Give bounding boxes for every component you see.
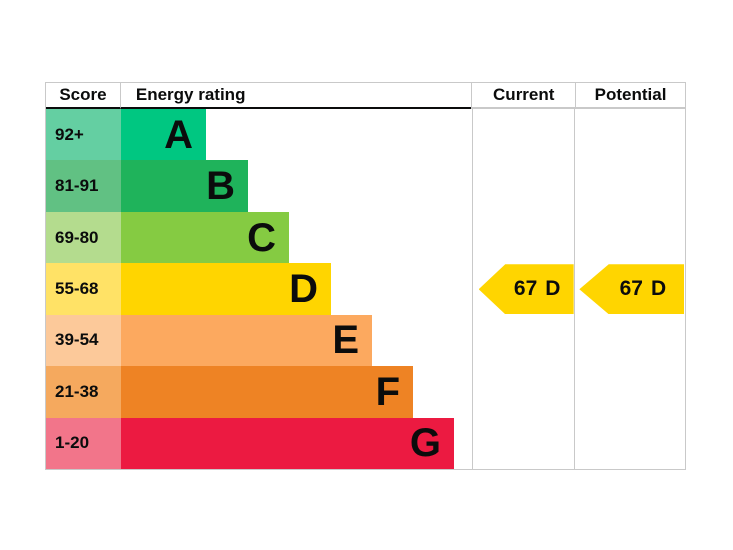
rating-bar-a: A xyxy=(121,109,206,161)
band-row-d: 55-68 D xyxy=(46,263,472,315)
rating-bar-c: C xyxy=(121,211,289,264)
score-range-g: 1-20 xyxy=(46,417,121,469)
current-column: 67 D xyxy=(471,109,576,469)
epc-body: 92+ A 81-91 B 69-80 C 55-68 D 39-54 E 21-38 F 1-20 G … xyxy=(46,109,685,469)
header-energy-rating: Energy rating xyxy=(120,83,472,109)
header-potential: Potential xyxy=(575,83,685,109)
score-range-c: 69-80 xyxy=(46,211,121,264)
rating-letter: D xyxy=(289,266,318,311)
potential-rating-letter: D xyxy=(650,277,667,301)
band-row-c: 69-80 C xyxy=(46,211,472,264)
score-range-e: 39-54 xyxy=(46,314,121,367)
score-range-b: 81-91 xyxy=(46,160,121,212)
score-range-a: 92+ xyxy=(46,109,121,161)
epc-table: Score Energy rating Current Potential 92… xyxy=(45,82,686,470)
rating-bar-g: G xyxy=(121,417,454,469)
current-score-value: 67 xyxy=(513,277,538,301)
band-row-b: 81-91 B xyxy=(46,160,472,212)
header-score: Score xyxy=(46,83,121,109)
potential-score-value: 67 xyxy=(619,277,643,301)
band-row-a: 92+ A xyxy=(46,109,472,161)
rating-bar-d: D xyxy=(121,263,331,315)
rating-letter: G xyxy=(409,421,441,466)
current-rating-letter: D xyxy=(545,277,561,301)
rating-letter: B xyxy=(206,164,235,209)
rating-bar-e: E xyxy=(121,314,372,367)
header-current: Current xyxy=(471,83,576,109)
band-row-g: 1-20 G xyxy=(46,417,472,469)
current-rating-arrow: 67 D xyxy=(478,264,574,315)
rating-bar-b: B xyxy=(121,160,248,212)
score-range-f: 21-38 xyxy=(46,366,121,418)
rating-letter: C xyxy=(247,215,276,260)
band-row-f: 21-38 F xyxy=(46,366,472,418)
potential-rating-arrow: 67 D xyxy=(579,264,685,315)
rating-letter: A xyxy=(164,112,193,157)
epc-header-row: Score Energy rating Current Potential xyxy=(46,83,685,109)
band-row-e: 39-54 E xyxy=(46,314,472,367)
score-range-d: 55-68 xyxy=(46,263,121,315)
potential-column: 67 D xyxy=(575,109,685,469)
rating-bar-f: F xyxy=(121,366,413,418)
rating-letter: F xyxy=(375,369,400,414)
rating-letter: E xyxy=(332,318,359,363)
bands-column: 92+ A 81-91 B 69-80 C 55-68 D 39-54 E 21-38 F 1-20 G xyxy=(46,109,472,469)
